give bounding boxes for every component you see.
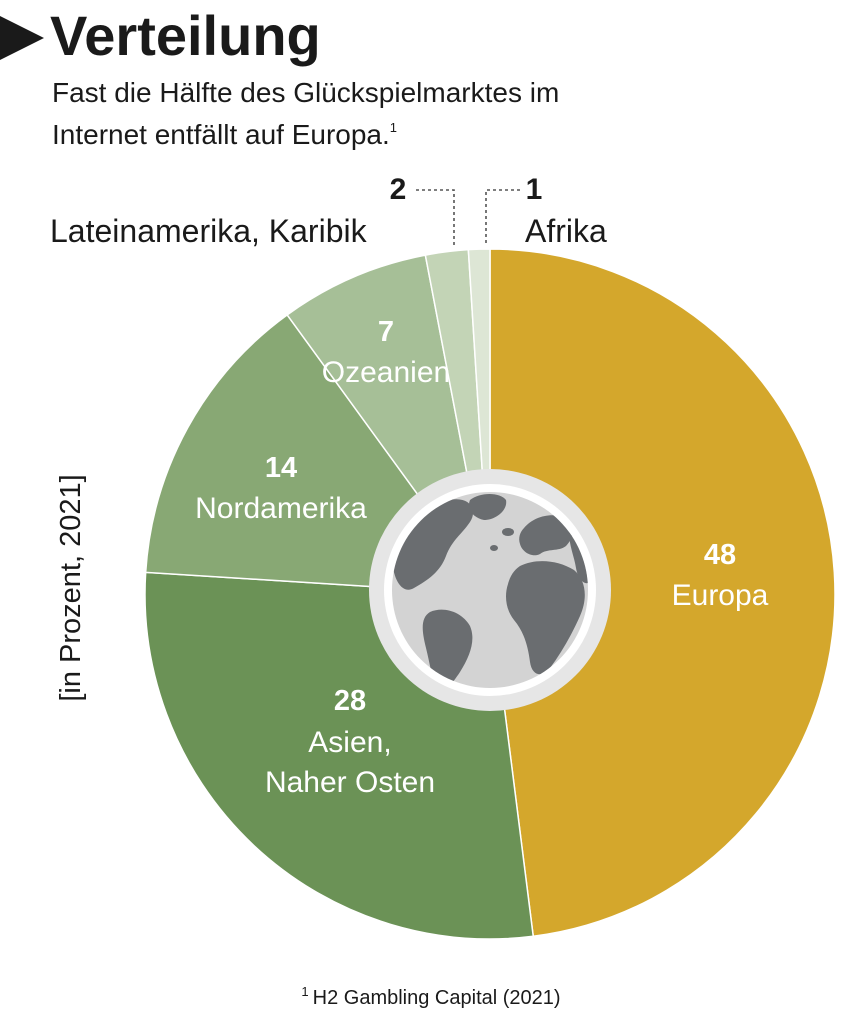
globe-land-europe	[519, 515, 573, 556]
chart-subtitle-line1: Fast die Hälfte des Glückspielmarktes im	[52, 77, 559, 108]
slice-label-asien-line1: Asien,	[308, 726, 391, 759]
footnote-marker: 1	[301, 984, 308, 999]
slice-label-afrika: Afrika	[525, 213, 607, 249]
slice-label-europa: Europa	[672, 579, 769, 612]
globe-land-island-2	[490, 545, 498, 551]
slice-label-asien-line2: Naher Osten	[265, 766, 435, 799]
footnote-text: H2 Gambling Capital (2021)	[313, 987, 561, 1009]
slice-value-lateinamerika: 2	[390, 173, 407, 206]
slice-label-nordamerika: Nordamerika	[195, 492, 367, 525]
slice-label-ozeanien: Ozeanien	[322, 356, 450, 389]
slice-value-asien: 28	[334, 685, 366, 717]
slice-value-nordamerika: 14	[265, 452, 297, 484]
chart-subtitle-line2: Internet entfällt auf Europa.1	[52, 119, 397, 150]
leader-line-lateinamerika	[416, 189, 455, 246]
pie-slice-europa	[489, 248, 836, 938]
slice-value-afrika: 1	[526, 173, 543, 206]
globe-land-greenland	[468, 494, 507, 520]
globe-land-north-america	[392, 499, 474, 590]
globe-land-island	[502, 528, 514, 536]
globe-land-africa	[506, 561, 585, 675]
chart-title: Verteilung	[50, 4, 321, 67]
slice-value-ozeanien: 7	[378, 316, 394, 348]
leader-line-afrika	[485, 189, 520, 246]
title-arrow-icon	[0, 16, 44, 60]
subtitle-line2-text: Internet entfällt auf Europa.	[52, 119, 390, 150]
slice-value-europa: 48	[704, 539, 736, 571]
globe-icon	[369, 469, 611, 711]
unit-note: [in Prozent, 2021]	[55, 474, 87, 701]
subtitle-footnote-marker: 1	[390, 120, 397, 135]
globe-land-south-america	[422, 609, 473, 688]
footnote: 1 H2 Gambling Capital (2021)	[301, 984, 560, 1009]
slice-label-lateinamerika: Lateinamerika, Karibik	[50, 213, 368, 249]
